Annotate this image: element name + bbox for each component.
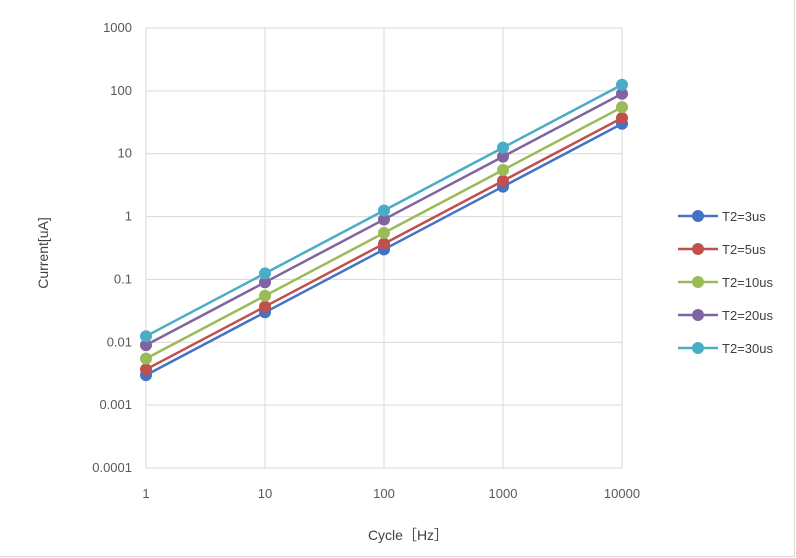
legend-marker	[692, 276, 704, 288]
data-point	[259, 276, 271, 289]
x-tick-label: 10000	[604, 486, 640, 501]
y-axis-title: Current[uA]	[35, 217, 51, 289]
x-axis-title: Cycle［Hz］	[368, 527, 448, 543]
y-tick-label: 0.001	[99, 397, 132, 412]
data-point	[497, 150, 509, 163]
data-point	[497, 141, 509, 154]
data-point	[497, 174, 509, 187]
legend: T2=3us T2=5us T2=10us T2=20us T2=30us	[678, 209, 773, 356]
x-tick-label: 100	[373, 486, 395, 501]
tick-labels: 0.0001 0.001 0.01 0.1 1 10 100 1000 1 10 100 1000 10…	[92, 20, 640, 501]
data-point	[140, 352, 152, 365]
data-point	[140, 330, 152, 343]
legend-label: T2=20us	[722, 308, 773, 323]
legend-marker	[692, 309, 704, 321]
x-tick-label: 1000	[489, 486, 518, 501]
data-point	[616, 87, 628, 100]
legend-label: T2=5us	[722, 242, 766, 257]
series-layer	[140, 78, 628, 382]
data-point	[378, 237, 390, 250]
x-tick-label: 10	[258, 486, 272, 501]
legend-marker	[692, 210, 704, 222]
legend-marker	[692, 342, 704, 354]
legend-label: T2=30us	[722, 341, 773, 356]
legend-marker	[692, 243, 704, 255]
x-tick-label: 1	[142, 486, 149, 501]
data-point	[140, 363, 152, 376]
y-tick-label: 100	[110, 83, 132, 98]
data-point	[140, 339, 152, 352]
legend-label: T2=10us	[722, 275, 773, 290]
y-tick-label: 1000	[103, 20, 132, 35]
y-tick-label: 0.01	[107, 334, 132, 349]
data-point	[497, 164, 509, 177]
data-point	[378, 213, 390, 226]
y-tick-label: 10	[118, 146, 132, 161]
data-point	[378, 204, 390, 217]
data-point	[378, 226, 390, 239]
legend-label: T2=3us	[722, 209, 766, 224]
data-point	[259, 289, 271, 302]
data-point	[616, 101, 628, 114]
data-point	[259, 267, 271, 280]
y-tick-label: 1	[125, 209, 132, 224]
y-tick-label: 0.1	[114, 271, 132, 286]
data-point	[616, 78, 628, 91]
data-point	[616, 111, 628, 124]
y-tick-label: 0.0001	[92, 460, 132, 475]
data-point	[259, 300, 271, 313]
